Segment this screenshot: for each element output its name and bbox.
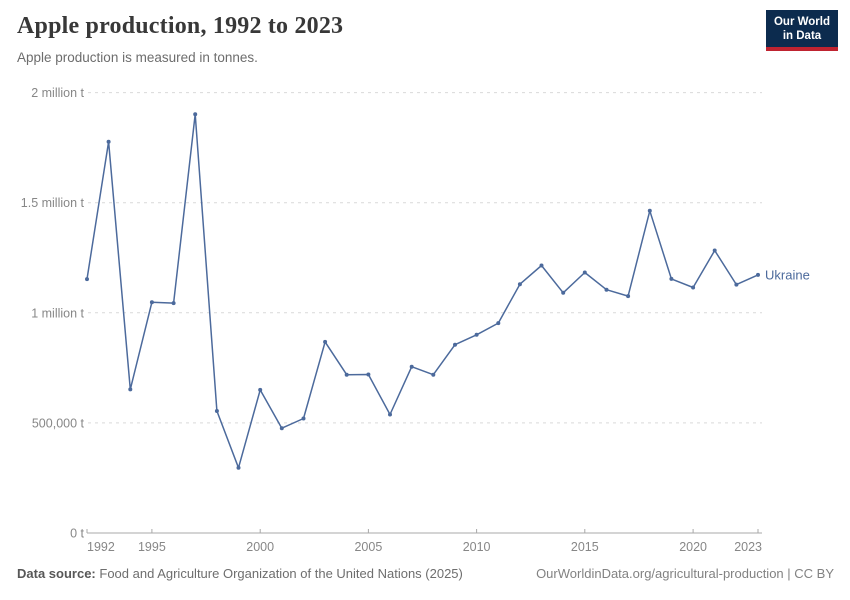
data-point-1999[interactable]: [236, 465, 241, 470]
data-point-2020[interactable]: [691, 285, 696, 290]
data-point-2019[interactable]: [669, 276, 674, 281]
owid-logo-line2: in Data: [782, 30, 822, 42]
x-axis-label: 2000: [246, 540, 274, 554]
data-point-2006[interactable]: [388, 412, 392, 417]
data-point-2005[interactable]: [366, 372, 371, 377]
data-point-1998[interactable]: [214, 409, 219, 413]
data-point-2013[interactable]: [539, 263, 544, 268]
data-point-2016[interactable]: [604, 287, 609, 292]
footer-source-text: Food and Agriculture Organization of the…: [99, 566, 463, 581]
series-label-ukraine[interactable]: Ukraine: [765, 267, 810, 282]
x-axis-label: 2023: [734, 540, 762, 554]
chart-title: Apple production, 1992 to 2023: [17, 13, 344, 39]
data-line-ukraine[interactable]: [86, 113, 759, 469]
y-axis-label: 1 million t: [31, 306, 84, 320]
x-axis-label: 2020: [679, 540, 707, 554]
data-point-2023[interactable]: [756, 272, 760, 277]
y-axis-label: 2 million t: [31, 86, 84, 100]
data-point-2004[interactable]: [344, 372, 349, 377]
data-point-1993[interactable]: [106, 139, 111, 144]
data-point-1994[interactable]: [128, 387, 133, 392]
chart-subtitle: Apple production is measured in tonnes.: [17, 50, 258, 65]
y-axis-label: 0 t: [70, 527, 84, 541]
data-point-2017[interactable]: [626, 294, 631, 299]
data-point-2021[interactable]: [712, 248, 717, 253]
data-point-2003[interactable]: [323, 339, 328, 344]
footer-source-label: Data source:: [17, 566, 96, 581]
chart-footer: Data source: Food and Agriculture Organi…: [17, 566, 834, 581]
chart-header: Apple production, 1992 to 2023 Apple pro…: [17, 13, 343, 65]
data-point-1995[interactable]: [149, 300, 154, 305]
owid-logo-line1: Our World: [773, 16, 830, 28]
x-axis-label: 2005: [354, 540, 382, 554]
data-point-2012[interactable]: [517, 282, 522, 287]
data-point-2008[interactable]: [431, 372, 436, 377]
x-axis-label: 2015: [571, 540, 599, 554]
data-point-2001[interactable]: [279, 426, 284, 431]
x-axis-label: 1992: [87, 540, 115, 554]
owid-logo[interactable]: Our World in Data: [766, 10, 838, 51]
footer-source: Data source: Food and Agriculture Organi…: [17, 566, 463, 581]
data-point-2022[interactable]: [734, 282, 739, 287]
data-point-2014[interactable]: [561, 290, 566, 295]
data-point-2000[interactable]: [258, 387, 263, 392]
footer-link[interactable]: OurWorldinData.org/agricultural-producti…: [536, 566, 834, 581]
data-point-2009[interactable]: [453, 342, 457, 347]
data-point-2007[interactable]: [409, 364, 414, 369]
data-point-2011[interactable]: [496, 321, 501, 326]
data-point-2002[interactable]: [301, 416, 306, 421]
data-point-2010[interactable]: [474, 332, 479, 337]
data-point-2018[interactable]: [647, 208, 652, 213]
x-axis-label: 1995: [138, 540, 166, 554]
x-axis-label: 2010: [463, 540, 491, 554]
data-point-1996[interactable]: [171, 301, 176, 306]
data-point-1997[interactable]: [193, 112, 198, 117]
data-point-1992[interactable]: [85, 277, 89, 282]
y-axis-label: 500,000 t: [32, 416, 85, 430]
y-axis-label: 1.5 million t: [21, 196, 85, 210]
data-point-2015[interactable]: [582, 270, 587, 275]
